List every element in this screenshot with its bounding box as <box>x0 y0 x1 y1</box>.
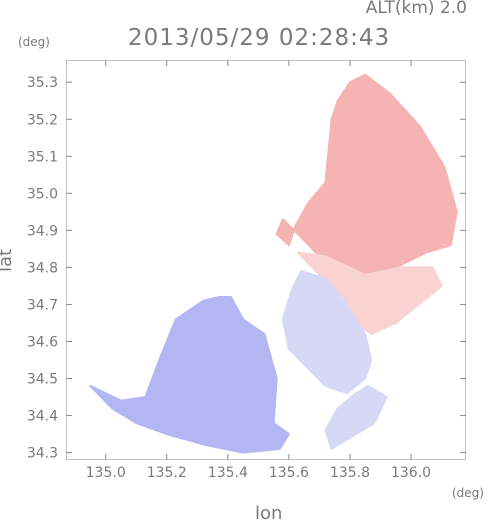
region-south-negative-patch <box>324 384 388 450</box>
lat-unit-label: (deg) <box>18 35 50 49</box>
lat-tick-label: 34.8 <box>27 260 58 276</box>
lat-tick-label: 34.9 <box>27 223 58 239</box>
lat-tick-label: 34.3 <box>27 446 58 462</box>
radar-map-plot <box>66 60 466 460</box>
lat-tick-label: 35.0 <box>27 186 58 202</box>
region-west-negative-lobe <box>89 296 290 454</box>
radar-regions <box>89 73 458 454</box>
lon-tick-label: 135.2 <box>147 465 187 481</box>
lat-tick-label: 35.3 <box>27 75 58 91</box>
lat-tick-label: 34.7 <box>27 297 58 313</box>
axis-ticks <box>66 60 466 460</box>
lat-tick-label: 35.1 <box>27 149 58 165</box>
lat-tick-label: 34.5 <box>27 372 58 388</box>
lat-tick-label: 35.2 <box>27 112 58 128</box>
region-east-mixed-zone <box>297 251 443 336</box>
lat-tick-label: 34.6 <box>27 334 58 350</box>
lon-tick-labels: 135.0 135.2 135.4 135.6 135.8 136.0 <box>86 465 431 481</box>
lat-tick-labels: 34.3 34.4 34.5 34.6 34.7 34.8 34.9 35.0 35.1 35.2… <box>27 75 58 462</box>
lon-tick-label: 135.6 <box>269 465 309 481</box>
lon-axis-title: lon <box>255 503 283 524</box>
lon-tick-label: 135.4 <box>208 465 248 481</box>
altitude-label: ALT(km) 2.0 <box>365 0 467 18</box>
lon-tick-label: 136.0 <box>391 465 431 481</box>
lon-unit-label: (deg) <box>452 486 484 500</box>
timestamp-title: 2013/05/29 02:28:43 <box>128 25 391 51</box>
region-northeast-positive-lobe <box>275 73 458 280</box>
lon-tick-label: 135.8 <box>330 465 370 481</box>
lat-tick-label: 34.4 <box>27 409 58 425</box>
region-southeast-negative-lobe <box>281 270 373 395</box>
lon-tick-label: 135.0 <box>86 465 126 481</box>
